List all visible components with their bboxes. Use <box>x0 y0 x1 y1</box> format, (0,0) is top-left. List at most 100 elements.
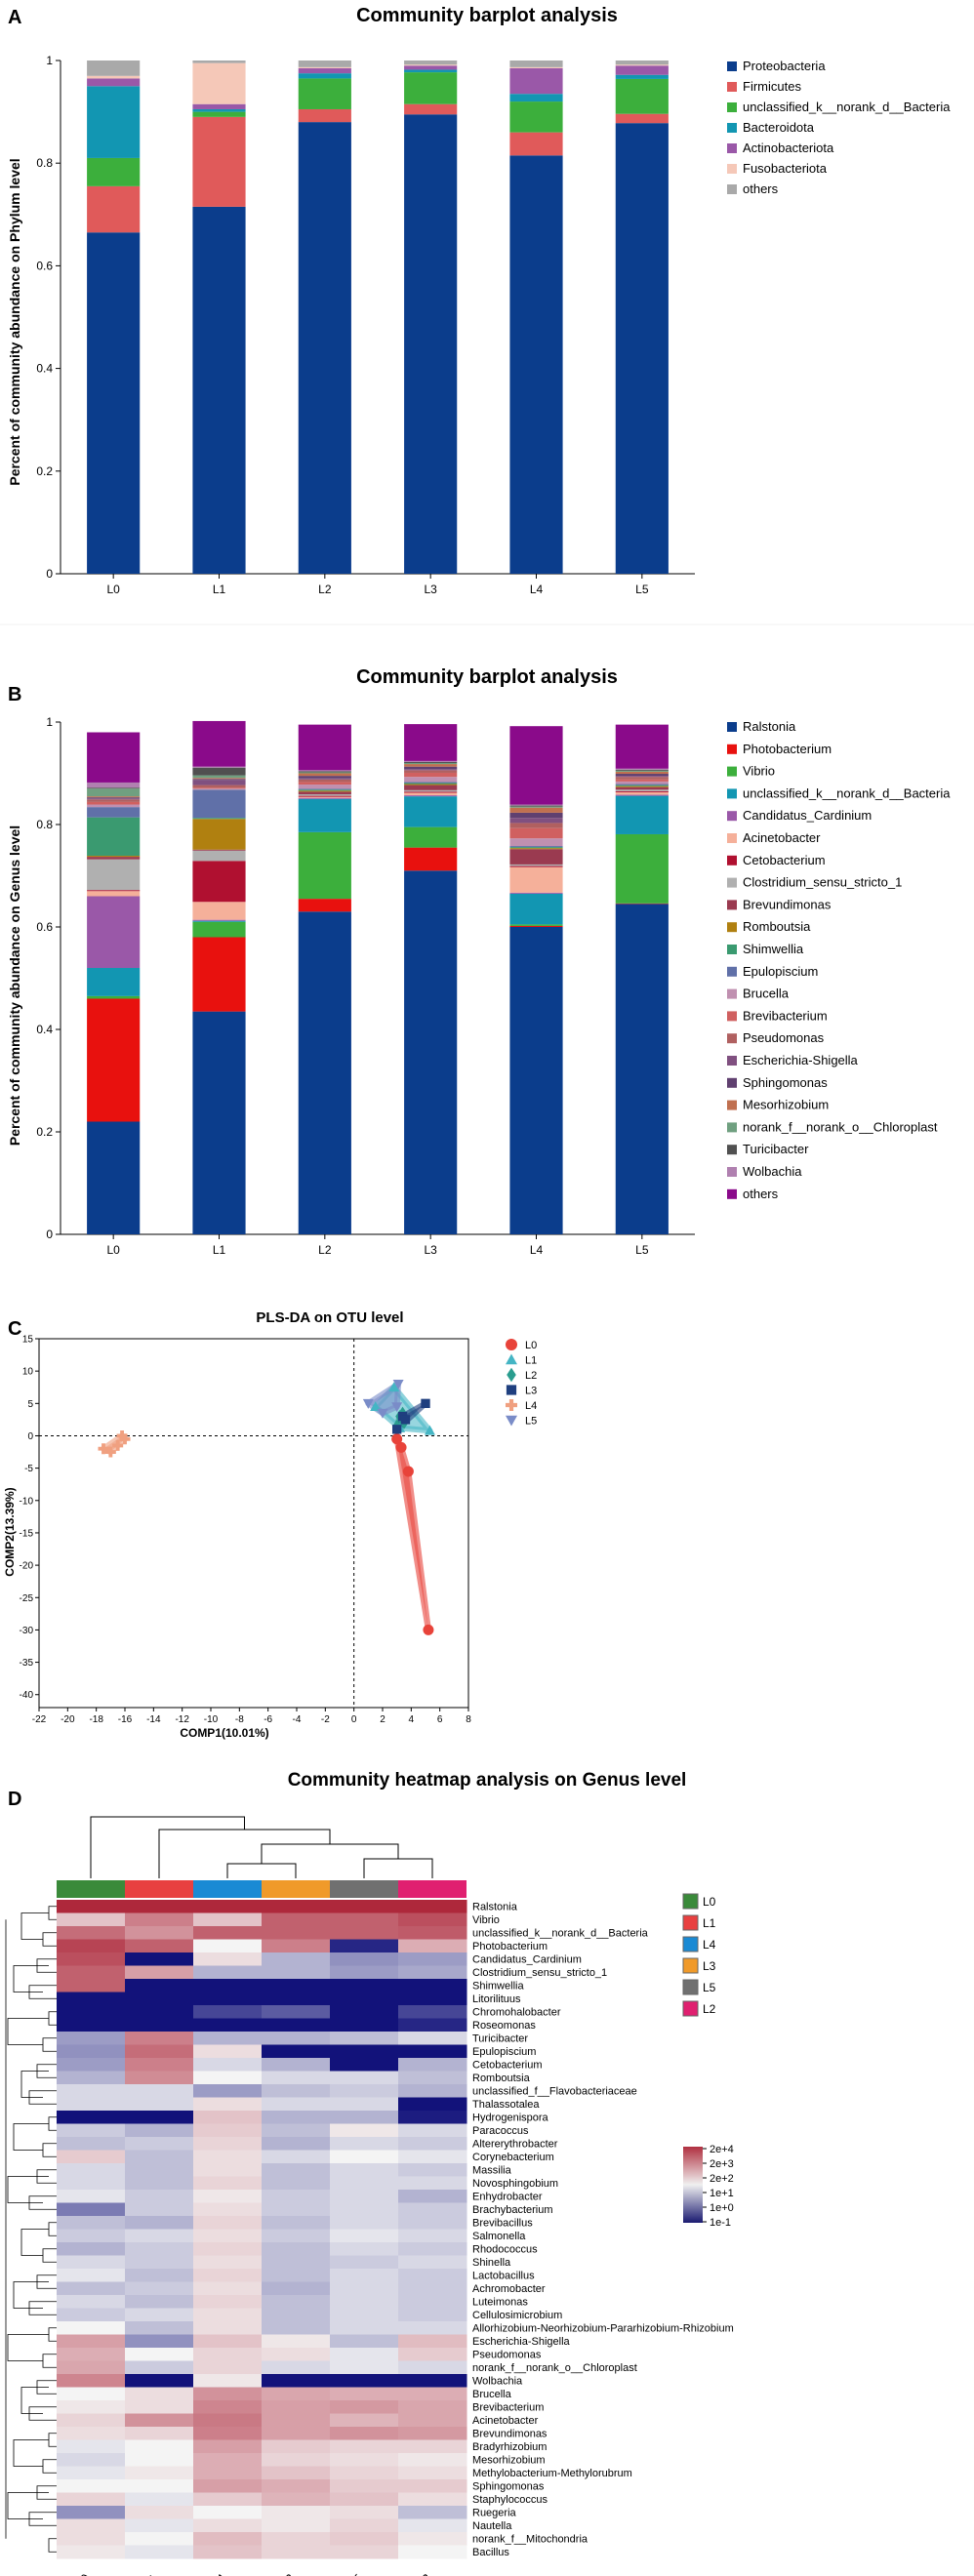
heat-cell-Brevibacterium-L2 <box>398 2400 467 2414</box>
legend-label: Cetobacterium <box>743 853 826 867</box>
heat-cell-Sphingomonas-L2 <box>398 2479 467 2493</box>
x-tick-label: -16 <box>118 1714 133 1725</box>
point-L3 <box>391 1425 402 1434</box>
y-tick-label: 0 <box>46 1228 53 1241</box>
bar-segment-L0-Bacteroidota <box>87 86 141 158</box>
group-legend-swatch <box>682 1957 699 1974</box>
bar-segment-L2-others <box>298 724 351 771</box>
heat-cell-Ralstonia-L3 <box>262 1900 331 1913</box>
heat-cell-norank_f__norank_o__Chloroplast-L3 <box>262 2360 331 2375</box>
heat-cell-Massilia-L4 <box>193 2163 263 2177</box>
heat-cell-Escherichia-Shigella-L3 <box>262 2334 331 2349</box>
row-dendrogram-branch <box>13 2123 49 2151</box>
bar-segment-L0-unclassified_k__norank_d__Bacteria <box>87 968 141 996</box>
heat-cell-Brevundimonas-L2 <box>398 2427 467 2440</box>
bar-segment-L3-unclassified_k__norank_d__Bacteria <box>404 72 458 104</box>
y-tick-label: 0 <box>27 1431 33 1442</box>
heat-cell-norank_f__Mitochondria-L1 <box>125 2532 194 2546</box>
heat-cell-Salmonella-L5 <box>330 2229 399 2243</box>
heat-cell-Allorhizobium-Neorhizobium-Pararhizobium-Rhizobium-L1 <box>125 2321 194 2335</box>
heat-cell-Lactobacillus-L4 <box>193 2269 263 2282</box>
heat-cell-Allorhizobium-Neorhizobium-Pararhizobium-Rhizobium-L5 <box>330 2321 399 2335</box>
column-label: L3 <box>278 2571 299 2576</box>
bar-segment-L2-Brevibacterium <box>298 782 351 785</box>
row-label: norank_f__norank_o__Chloroplast <box>472 2362 637 2374</box>
bar-segment-L4-Vibrio <box>509 924 563 926</box>
heat-cell-unclassified_k__norank_d__Bacteria-L4 <box>193 1926 263 1940</box>
heat-cell-Bacillus-L4 <box>193 2545 263 2559</box>
x-tick-label: -4 <box>293 1714 302 1725</box>
heat-cell-Novosphingobium-L4 <box>193 2176 263 2191</box>
heat-cell-Paracoccus-L4 <box>193 2123 263 2138</box>
row-label: Roseomonas <box>472 2020 536 2032</box>
legend-label: norank_f__norank_o__Chloroplast <box>743 1119 938 1134</box>
column-group-color-L3 <box>262 1880 330 1898</box>
bar-segment-L0-Vibrio <box>87 995 141 999</box>
bar-segment-L4-Turicibacter <box>509 805 563 807</box>
row-label: Pseudomonas <box>472 2350 542 2361</box>
row-label: Litorilituus <box>472 1993 521 2005</box>
row-dendrogram-branch <box>7 2018 49 2045</box>
panel-letter-d: D <box>8 1789 21 1810</box>
heat-cell-Ruegeria-L3 <box>262 2506 331 2519</box>
bar-segment-L2-Firmicutes <box>298 108 351 123</box>
x-tick-label: L3 <box>424 583 437 596</box>
heat-cell-Litorilituus-L4 <box>193 1992 263 2006</box>
heat-cell-Wolbachia-L1 <box>125 2374 194 2388</box>
bar-segment-L4-Photobacterium <box>509 925 563 927</box>
heat-cell-Lactobacillus-L5 <box>330 2269 399 2282</box>
heat-cell-norank_f__Mitochondria-L3 <box>262 2532 331 2546</box>
point-L1 <box>388 1382 400 1392</box>
heat-cell-Corynebacterium-L1 <box>125 2150 194 2164</box>
heat-cell-unclassified_f__Flavobacteriaceae-L5 <box>330 2084 399 2098</box>
heat-cell-Thalassotalea-L2 <box>398 2097 467 2112</box>
heat-cell-Chromohalobacter-L5 <box>330 2005 399 2019</box>
heat-cell-Shimwellia-L3 <box>262 1979 331 1992</box>
heat-cell-Salmonella-L0 <box>57 2229 126 2243</box>
heat-cell-Mesorhizobium-L5 <box>330 2453 399 2467</box>
bar-segment-L0-Sphingomonas <box>87 797 141 799</box>
heat-cell-Pseudomonas-L4 <box>193 2348 263 2361</box>
heat-cell-Thalassotalea-L1 <box>125 2097 194 2112</box>
bar-segment-L3-others <box>404 60 458 65</box>
row-label: Altererythrobacter <box>472 2139 558 2151</box>
heat-cell-Shinella-L4 <box>193 2255 263 2270</box>
heat-cell-Litorilituus-L3 <box>262 1992 331 2006</box>
heat-cell-Luteimonas-L3 <box>262 2295 331 2309</box>
heat-cell-Allorhizobium-Neorhizobium-Pararhizobium-Rhizobium-L3 <box>262 2321 331 2335</box>
x-tick-label: 4 <box>409 1714 415 1725</box>
heat-cell-Paracoccus-L3 <box>262 2123 331 2138</box>
heat-cell-Romboutsia-L5 <box>330 2071 399 2085</box>
heat-cell-Enhydrobacter-L5 <box>330 2190 399 2203</box>
heat-cell-Escherichia-Shigella-L4 <box>193 2334 263 2349</box>
heat-cell-norank_f__Mitochondria-L4 <box>193 2532 263 2546</box>
row-label: Brevibacterium <box>472 2402 544 2414</box>
heat-cell-Brucella-L2 <box>398 2387 467 2401</box>
heat-cell-Shimwellia-L2 <box>398 1979 467 1992</box>
bar-segment-L3-Cetobacterium <box>404 791 458 793</box>
heat-cell-Shinella-L0 <box>57 2255 126 2270</box>
legend-marker-L2 <box>507 1367 516 1383</box>
row-label: Luteimonas <box>472 2297 528 2309</box>
heat-cell-Mesorhizobium-L0 <box>57 2453 126 2467</box>
heat-cell-Clostridium_sensu_stricto_1-L3 <box>262 1965 331 1980</box>
heat-cell-Achromobacter-L3 <box>262 2281 331 2296</box>
row-dendrogram-branch <box>48 2327 57 2342</box>
row-label: Acinetobacter <box>472 2415 539 2427</box>
row-dendrogram-branch <box>42 1932 57 1947</box>
row-label: Brevibacillus <box>472 2218 533 2230</box>
heat-cell-Brevundimonas-L5 <box>330 2427 399 2440</box>
row-label: Romboutsia <box>472 2073 531 2084</box>
legend-label: Romboutsia <box>743 919 811 934</box>
heat-cell-Roseomonas-L3 <box>262 2018 331 2033</box>
heat-cell-Romboutsia-L3 <box>262 2071 331 2085</box>
panel-d-cells <box>57 1900 467 2559</box>
row-dendrogram-branch <box>42 2459 57 2474</box>
bar-segment-L2-norank_f__norank_o__Chloroplast <box>298 772 351 774</box>
heat-cell-unclassified_k__norank_d__Bacteria-L5 <box>330 1926 399 1940</box>
row-label: Shinella <box>472 2257 511 2269</box>
legend-swatch <box>727 82 737 92</box>
bar-segment-L5-norank_f__norank_o__Chloroplast <box>615 770 669 772</box>
legend-swatch <box>727 788 737 799</box>
